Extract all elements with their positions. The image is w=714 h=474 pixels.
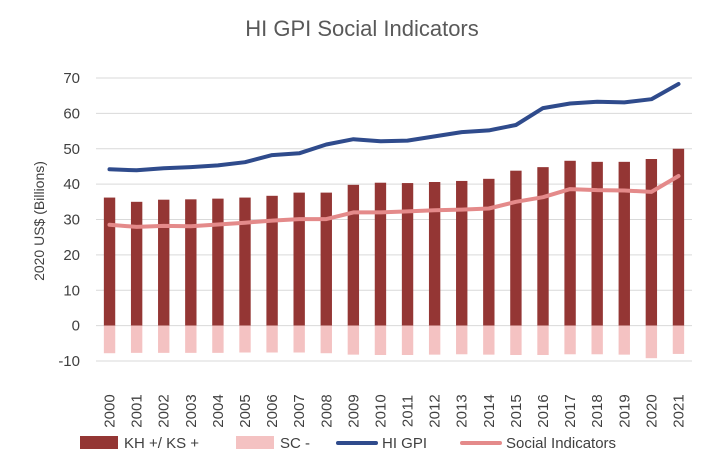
chart-title: HI GPI Social Indicators — [245, 16, 479, 41]
x-tick-label: 2011 — [400, 395, 417, 427]
legend: KH +/ KS + SC - HI GPI Social Indicators — [80, 435, 616, 452]
legend-swatch — [80, 436, 118, 449]
x-tick-label: 2010 — [372, 394, 389, 427]
x-tick-label: 2000 — [102, 394, 119, 427]
bar — [239, 325, 251, 353]
bar — [320, 192, 332, 326]
y-axis-ticks: -10 0 10 20 30 40 50 60 70 — [58, 70, 80, 370]
bar — [672, 325, 685, 354]
bar — [401, 183, 414, 326]
bar — [591, 325, 603, 355]
bar — [510, 325, 522, 355]
bar — [428, 325, 441, 355]
bar — [564, 325, 576, 355]
legend-swatch — [236, 436, 274, 449]
legend-label: HI GPI — [382, 435, 427, 452]
x-tick-label: 2002 — [156, 394, 173, 427]
bar — [645, 325, 658, 359]
y-axis-title: 2020 US$ (Billions) — [31, 161, 47, 281]
bar — [266, 195, 278, 326]
lines — [107, 82, 681, 229]
bar — [564, 160, 576, 326]
y-tick-label: 50 — [63, 141, 80, 158]
bar — [456, 180, 468, 326]
x-tick-label: 2017 — [562, 394, 579, 427]
bar — [591, 161, 603, 326]
x-tick-label: 2018 — [589, 394, 606, 427]
x-tick-label: 2008 — [318, 394, 335, 427]
x-tick-label: 2007 — [291, 394, 308, 427]
series-line — [107, 82, 681, 173]
bar — [130, 325, 143, 353]
bars — [103, 148, 685, 359]
bar — [645, 159, 658, 326]
y-tick-label: 10 — [63, 282, 80, 299]
x-tick-label: 2020 — [643, 394, 660, 427]
x-tick-label: 2004 — [210, 394, 227, 427]
bar — [510, 170, 522, 326]
x-tick-label: 2001 — [129, 394, 146, 427]
y-tick-label: 70 — [63, 70, 80, 87]
bar — [158, 325, 170, 353]
x-tick-label: 2003 — [183, 394, 200, 427]
bar — [374, 182, 387, 326]
legend-label: KH +/ KS + — [124, 435, 199, 452]
bar — [320, 325, 332, 354]
bar — [428, 182, 441, 326]
bar — [212, 198, 224, 326]
y-tick-label: 0 — [72, 318, 80, 335]
bar — [130, 201, 143, 326]
x-tick-label: 2009 — [345, 394, 362, 427]
bar — [618, 161, 630, 326]
legend-label: Social Indicators — [506, 435, 616, 452]
bar — [537, 167, 549, 326]
y-tick-label: 60 — [63, 105, 80, 122]
bar — [103, 325, 116, 354]
y-tick-label: -10 — [58, 353, 80, 370]
bar — [293, 192, 305, 326]
bar — [401, 325, 414, 355]
legend-label: SC - — [280, 435, 310, 452]
x-tick-label: 2021 — [670, 394, 687, 427]
x-axis-ticks: 2000 2001 2002 2003 2004 2005 2006 2007 2008 2009… — [102, 394, 688, 427]
x-tick-label: 2019 — [616, 394, 633, 427]
x-tick-label: 2005 — [237, 394, 254, 427]
bar — [537, 325, 549, 355]
x-tick-label: 2014 — [481, 394, 498, 427]
x-tick-label: 2016 — [535, 394, 552, 427]
y-tick-label: 40 — [63, 176, 80, 193]
bar — [158, 199, 170, 326]
bar — [483, 325, 495, 355]
bar — [103, 197, 116, 326]
bar — [293, 325, 305, 353]
bar — [483, 178, 495, 326]
bar — [347, 184, 360, 326]
series-line — [107, 174, 681, 229]
bar — [185, 199, 197, 326]
y-tick-label: 30 — [63, 212, 80, 229]
x-tick-label: 2006 — [264, 394, 281, 427]
bar — [185, 325, 197, 353]
bar — [456, 325, 468, 355]
bar — [347, 325, 360, 355]
bar — [239, 197, 251, 326]
bar — [374, 325, 387, 355]
bar — [266, 325, 278, 353]
x-tick-label: 2013 — [454, 394, 471, 427]
y-tick-label: 20 — [63, 247, 80, 264]
bar — [212, 325, 224, 353]
x-tick-label: 2015 — [508, 394, 525, 427]
bar — [618, 325, 630, 355]
bar — [672, 148, 685, 326]
x-tick-label: 2012 — [427, 394, 444, 427]
